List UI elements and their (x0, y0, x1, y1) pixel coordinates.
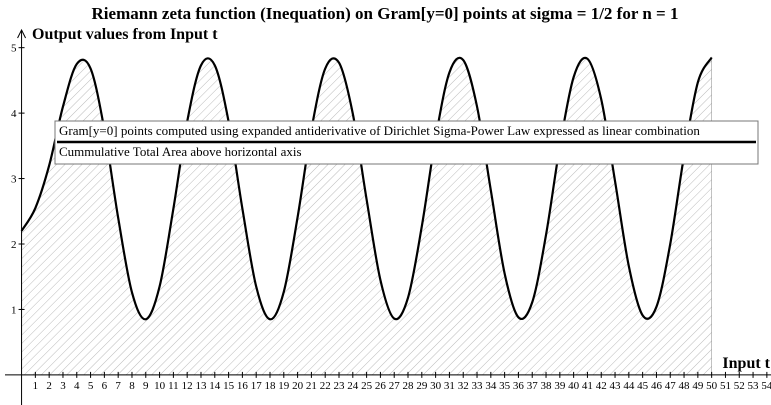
x-tick-label: 5 (88, 380, 94, 392)
x-tick-label: 31 (444, 380, 455, 392)
x-tick-label: 1 (33, 380, 39, 392)
plot-area: 1 2 3 4 5 6 7 8 9 10 11 12 13 14 15 16 17 18 19 20 21 22 23 24 2… (5, 28, 771, 405)
x-tick-label: 7 (115, 380, 121, 392)
x-tick-label: 53 (748, 380, 760, 392)
y-tick-label: 2 (11, 239, 17, 251)
legend-entry: Cummulative Total Area above horizontal … (59, 144, 302, 159)
x-tick-label: 49 (692, 380, 704, 392)
x-tick-label: 8 (129, 380, 135, 392)
x-tick-label: 48 (679, 380, 691, 392)
x-tick-label: 27 (389, 380, 401, 392)
x-tick-label: 20 (292, 380, 304, 392)
x-tick-label: 19 (278, 380, 290, 392)
area (21, 56, 712, 376)
x-tick-label: 39 (554, 380, 566, 392)
line (20, 56, 713, 321)
x-tick-label: 11 (168, 380, 179, 392)
x-tick-label: 17 (251, 380, 263, 392)
y-tick-label: 5 (11, 43, 17, 55)
y-tick-label: 3 (11, 174, 17, 186)
x-tick-label: 21 (306, 380, 317, 392)
x-tick-label: 9 (143, 380, 149, 392)
x-tick-label: 4 (74, 380, 80, 392)
x-tick-label: 50 (706, 380, 718, 392)
x-tick-label: 6 (102, 380, 108, 392)
x-tick-label: 34 (485, 380, 497, 392)
x-tick-label: 43 (610, 380, 622, 392)
x-tick-label: 52 (734, 380, 745, 392)
x-tick-label: 16 (237, 380, 249, 392)
x-tick-label: 26 (375, 380, 387, 392)
x-tick-label: 18 (264, 380, 276, 392)
x-tick-label: 13 (195, 380, 207, 392)
x-tick-label: 37 (527, 380, 539, 392)
x-tick-label: 3 (60, 380, 66, 392)
x-tick-label: 28 (403, 380, 415, 392)
x-tick-label: 12 (182, 380, 193, 392)
x-tick-label: 51 (720, 380, 731, 392)
y-axis-arrow (17, 28, 27, 39)
x-tick-label: 44 (623, 380, 635, 392)
y-tick-label: 4 (11, 108, 17, 120)
x-tick-label: 47 (665, 380, 677, 392)
x-tick-label: 45 (637, 380, 649, 392)
chart-title: Riemann zeta function (Inequation) on Gr… (92, 4, 679, 23)
x-tick-label: 14 (209, 380, 221, 392)
x-tick-label: 10 (154, 380, 166, 392)
x-tick-label: 41 (582, 380, 593, 392)
y-tick-label: 1 (11, 304, 17, 316)
x-tick-label: 29 (416, 380, 428, 392)
x-tick-label: 33 (472, 380, 484, 392)
x-tick-label: 35 (499, 380, 511, 392)
x-tick-label: 2 (46, 380, 52, 392)
legend-entry: Gram[y=0] points computed using expanded… (59, 123, 700, 138)
x-tick-label: 32 (458, 380, 469, 392)
x-axis-label: Input t (722, 355, 770, 372)
y-axis-label: Output values from Input t (32, 26, 218, 43)
legend: Gram[y=0] points computed using expanded… (54, 120, 759, 165)
x-tick-label: 40 (568, 380, 580, 392)
x-tick-label: 42 (596, 380, 607, 392)
x-tick-label: 30 (430, 380, 442, 392)
x-tick-label: 54 (761, 380, 771, 392)
x-tick-label: 22 (320, 380, 331, 392)
x-tick-label: 46 (651, 380, 663, 392)
x-tick-label: 23 (334, 380, 346, 392)
x-tick-label: 24 (347, 380, 359, 392)
x-tick-label: 15 (223, 380, 235, 392)
x-tick-label: 25 (361, 380, 373, 392)
x-tick-label: 36 (513, 380, 525, 392)
x-tick-label: 38 (541, 380, 553, 392)
